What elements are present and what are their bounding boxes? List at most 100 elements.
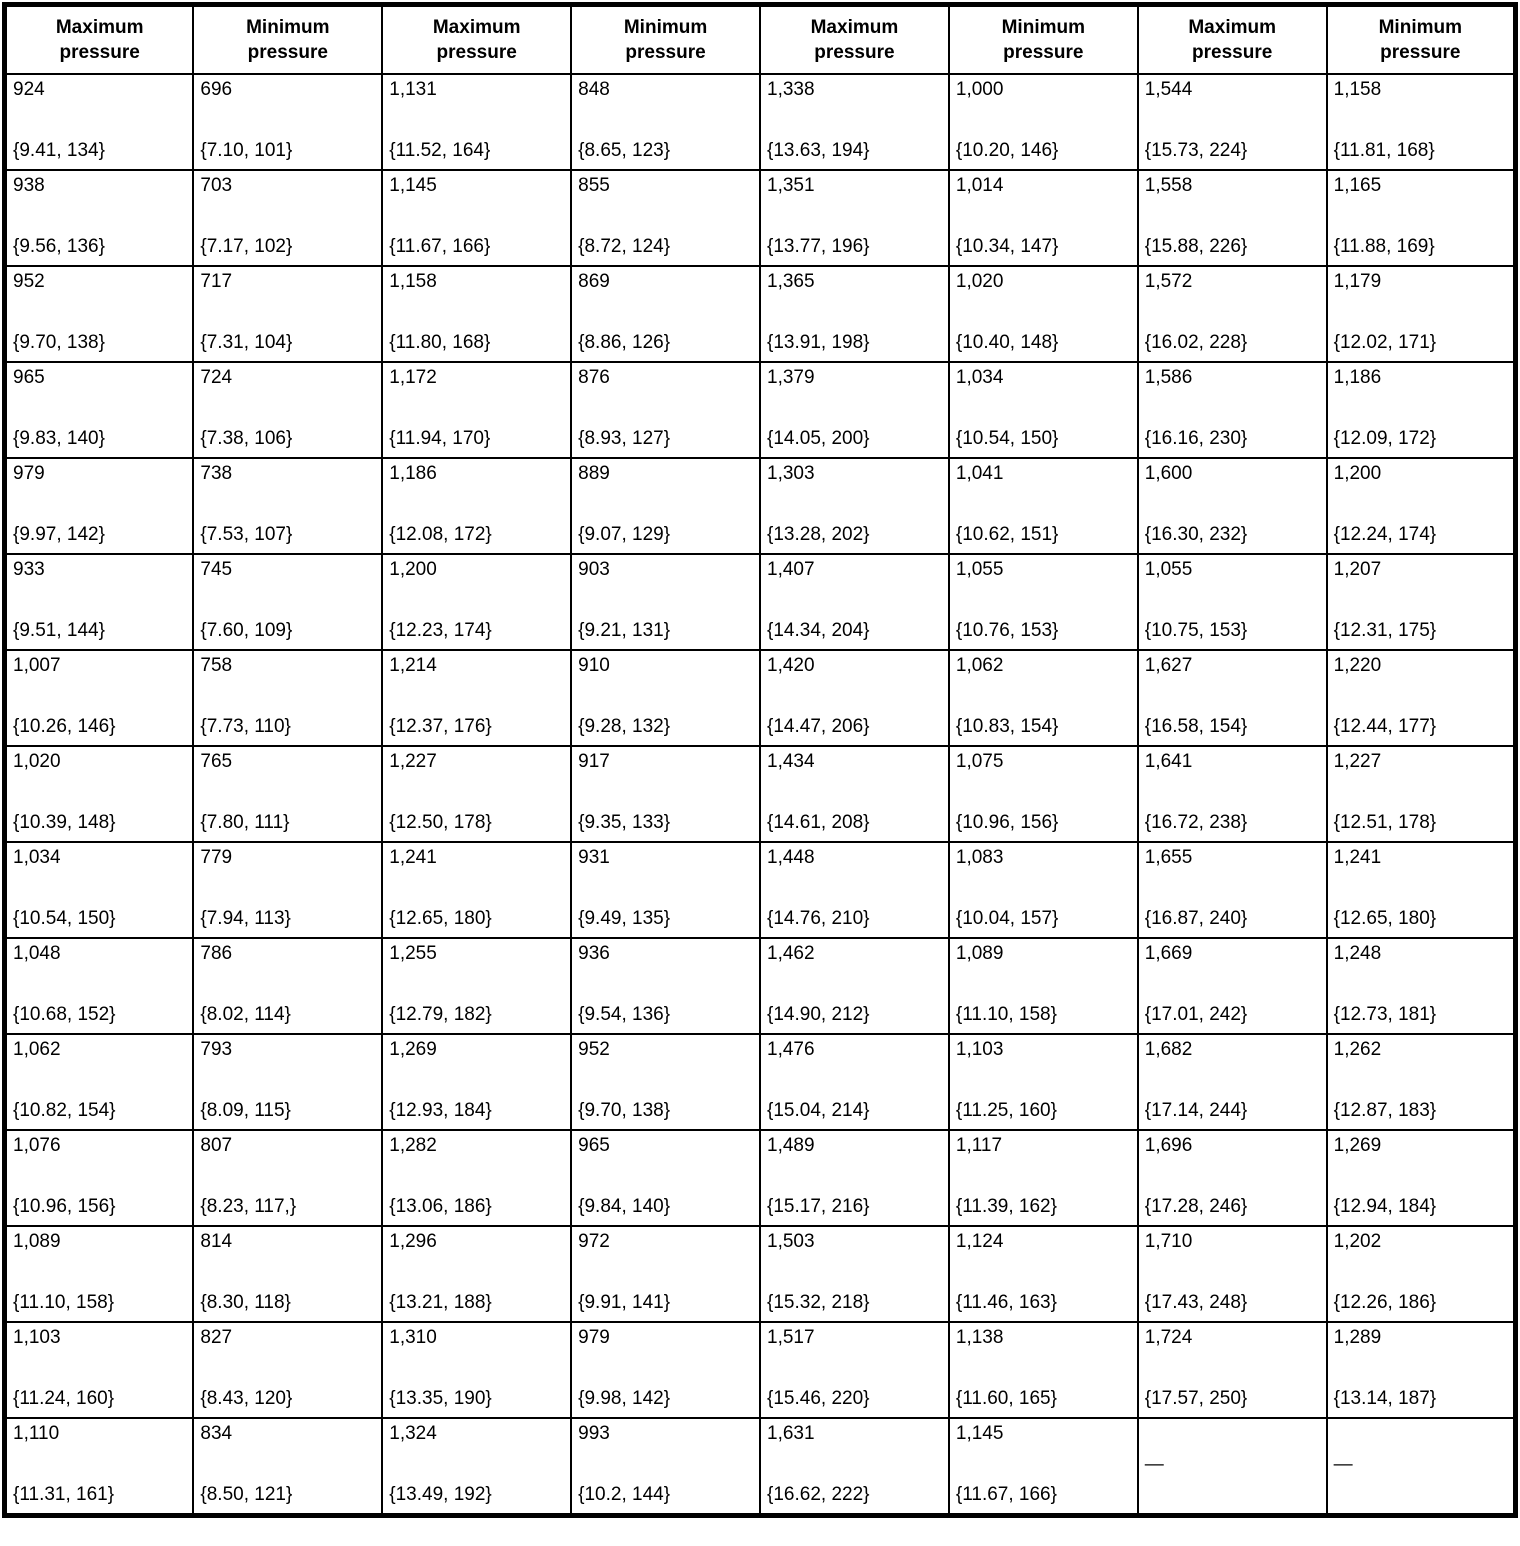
table-cell: 1,289 {13.14, 187}: [1325, 1321, 1517, 1419]
table-cell: 1,627 {16.58, 154}: [1136, 649, 1328, 747]
column-header-1: Maximum pressure: [3, 3, 195, 75]
table-cell: 889 {9.07, 129}: [570, 457, 761, 555]
cell-range: {13.91, 198}: [767, 332, 870, 354]
cell-range: {14.05, 200}: [767, 428, 870, 450]
cell-range: {11.88, 169}: [1333, 236, 1435, 258]
cell-value: 869: [578, 271, 610, 292]
cell-range: {9.98, 142}: [578, 1388, 671, 1410]
cell-value: 1,303: [767, 463, 815, 484]
table-cell: 1,007 {10.26, 146}: [3, 649, 195, 747]
table-cell: 965 {9.84, 140}: [570, 1129, 761, 1227]
cell-value: 1,034: [13, 847, 61, 868]
cell-range: {12.93, 184}: [389, 1100, 492, 1122]
table-cell: 1,269 {12.93, 184}: [381, 1033, 573, 1131]
table-cell: 993 {10.2, 144}: [570, 1417, 761, 1517]
table-cell: 1,055 {10.76, 153}: [947, 553, 1139, 651]
cell-value: 807: [200, 1135, 233, 1156]
table-cell: 1,124 {11.46, 163}: [947, 1225, 1139, 1323]
table-row: 924 {9.41, 134} 696 {7.10, 101} 1,131 {11.52,…: [3, 73, 1517, 171]
cell-range: {16.58, 154}: [1144, 716, 1248, 738]
cell-range: {13.63, 194}: [767, 140, 870, 162]
cell-value: 1,014: [955, 175, 1004, 196]
table-cell: 1,200 {12.23, 174}: [381, 553, 573, 651]
cell-range: {11.52, 164}: [389, 140, 491, 162]
cell-range: {9.70, 138}: [578, 1100, 671, 1122]
table-cell: 1,631 {16.62, 222}: [759, 1417, 950, 1517]
cell-value: 910: [578, 655, 610, 676]
cell-value: 917: [578, 751, 610, 772]
cell-range: {13.21, 188}: [389, 1292, 492, 1314]
table-cell: 1,062 {10.83, 154}: [947, 649, 1139, 747]
table-cell: 1,179 {12.02, 171}: [1325, 265, 1517, 363]
table-cell: 924 {9.41, 134}: [3, 73, 195, 171]
cell-range: {11.39, 162}: [955, 1196, 1057, 1218]
cell-range: {10.40, 148}: [955, 332, 1059, 354]
pressure-table: Maximum pressure Minimum pressure Maximu…: [2, 2, 1518, 1518]
cell-value: 1,089: [13, 1231, 61, 1252]
cell-value: 1,227: [389, 751, 437, 772]
table-cell: 1,255 {12.79, 182}: [381, 937, 573, 1035]
table-cell: 876 {8.93, 127}: [570, 361, 761, 459]
table-cell: 1,379 {14.05, 200}: [759, 361, 950, 459]
table-cell: 1,407 {14.34, 204}: [759, 553, 950, 651]
cell-range: {17.14, 244}: [1144, 1100, 1248, 1122]
table-cell: 1,262 {12.87, 183}: [1325, 1033, 1517, 1131]
cell-value: 979: [13, 463, 45, 484]
cell-value: 952: [578, 1039, 610, 1060]
table-cell: 1,165 {11.88, 169}: [1325, 169, 1517, 267]
cell-value: 965: [578, 1135, 610, 1156]
cell-range: {9.84, 140}: [578, 1196, 671, 1218]
table-cell: 1,103 {11.25, 160}: [947, 1033, 1139, 1131]
cell-range: {10.76, 153}: [955, 620, 1059, 642]
cell-range: {10.75, 153}: [1144, 620, 1248, 642]
table-cell: 936 {9.54, 136}: [570, 937, 761, 1035]
cell-value: 793: [200, 1039, 233, 1060]
cell-value: 848: [578, 79, 610, 100]
cell-value: 724: [200, 367, 233, 388]
cell-value: 1,572: [1144, 271, 1193, 292]
cell-range: {9.07, 129}: [578, 524, 671, 546]
cell-range: {15.04, 214}: [767, 1100, 870, 1122]
cell-range: {15.32, 218}: [767, 1292, 870, 1314]
cell-value: 1,379: [767, 367, 815, 388]
table-cell: 933 {9.51, 144}: [3, 553, 195, 651]
table-cell: 1,158 {11.81, 168}: [1325, 73, 1517, 171]
cell-value: 1,641: [1144, 751, 1193, 772]
table-cell: —: [1325, 1417, 1517, 1517]
cell-range: {13.14, 187}: [1333, 1388, 1437, 1410]
cell-value: 1,041: [955, 463, 1004, 484]
cell-value: 1,214: [389, 655, 437, 676]
cell-value: 1,448: [767, 847, 815, 868]
cell-value: 1,600: [1144, 463, 1193, 484]
table-cell: 758 {7.73, 110}: [192, 649, 384, 747]
cell-value: 758: [200, 655, 233, 676]
table-row: 938 {9.56, 136} 703 {7.17, 102} 1,145 {11.67,…: [3, 169, 1517, 267]
table-cell: 917 {9.35, 133}: [570, 745, 761, 843]
table-cell: 779 {7.94, 113}: [192, 841, 384, 939]
cell-value: 1,055: [955, 559, 1004, 580]
cell-value: 1,110: [13, 1423, 60, 1444]
cell-range: {7.60, 109}: [200, 620, 293, 642]
cell-value: 931: [578, 847, 610, 868]
cell-range: {15.73, 224}: [1144, 140, 1248, 162]
cell-range: {14.47, 206}: [767, 716, 870, 738]
cell-value: 1,020: [955, 271, 1004, 292]
table-cell: 1,682 {17.14, 244}: [1136, 1033, 1328, 1131]
table-cell: 1,310 {13.35, 190}: [381, 1321, 573, 1419]
table-cell: 1,303 {13.28, 202}: [759, 457, 950, 555]
table-cell: 745 {7.60, 109}: [192, 553, 384, 651]
cell-value: 1,351: [767, 175, 815, 196]
cell-range: {10.83, 154}: [955, 716, 1059, 738]
cell-value: 1,544: [1144, 79, 1193, 100]
cell-range: {12.09, 172}: [1333, 428, 1437, 450]
table-header: Maximum pressure Minimum pressure Maximu…: [3, 3, 1517, 75]
cell-value: 1,062: [13, 1039, 61, 1060]
cell-value: 765: [200, 751, 233, 772]
cell-value: 1,145: [389, 175, 437, 196]
cell-range: {10.54, 150}: [955, 428, 1059, 450]
cell-range: {11.25, 160}: [955, 1100, 1057, 1122]
table-cell: 1,145 {11.67, 166}: [947, 1417, 1139, 1517]
cell-range: {11.24, 160}: [13, 1388, 115, 1410]
cell-value: 1,186: [389, 463, 437, 484]
cell-range: {16.62, 222}: [767, 1484, 870, 1506]
